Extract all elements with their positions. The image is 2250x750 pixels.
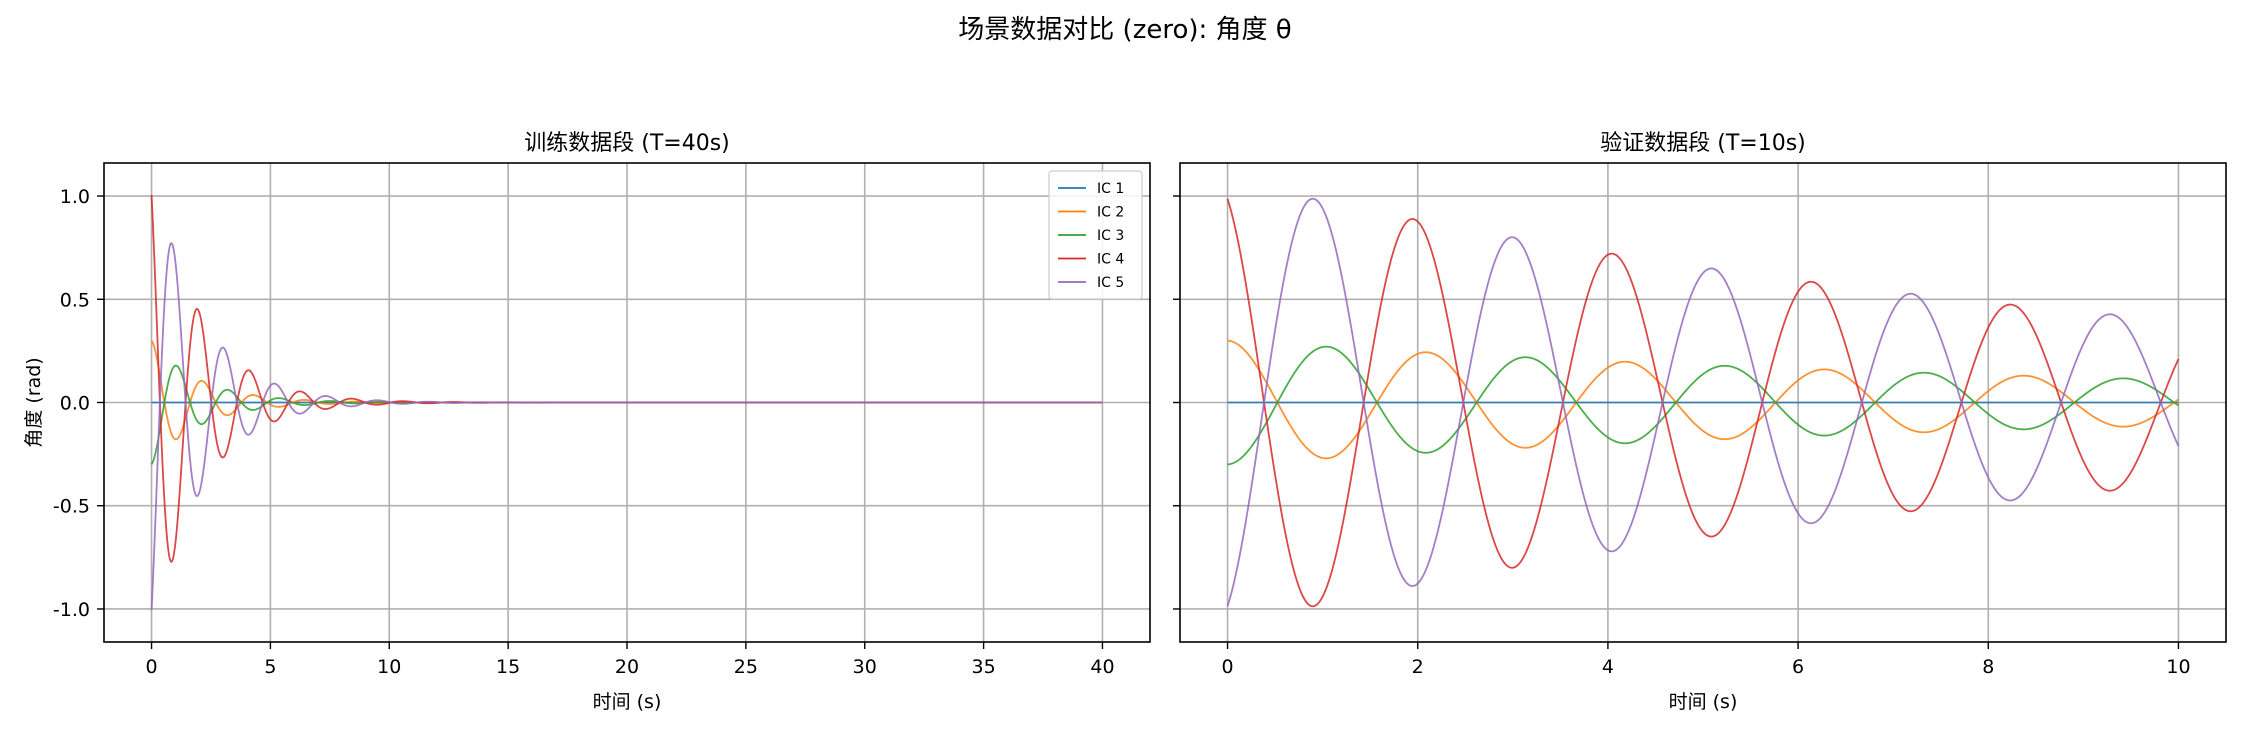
series-group [150, 194, 1103, 611]
legend-label: IC 1 [1097, 181, 1124, 197]
x-tick-label: 6 [1792, 656, 1804, 678]
validation-panel: 0 2 4 6 8 10 验证数据段 (T=10s) 时间 (s) [1173, 131, 2227, 713]
x-tick-label: 35 [971, 656, 995, 678]
x-tick-label: 10 [2166, 656, 2190, 678]
y-axis-label: 角度 (rad) [23, 357, 45, 447]
x-axis-label: 时间 (s) [1669, 691, 1738, 713]
y-tick-label: -1.0 [53, 599, 90, 621]
x-tick-label: 0 [1221, 656, 1233, 678]
series-line-ic5 [1226, 197, 2180, 607]
x-tick-label: 10 [377, 656, 401, 678]
series-line-ic4 [1226, 198, 2180, 608]
series-line-ic3 [1227, 345, 2179, 466]
axes-title: 验证数据段 (T=10s) [1600, 131, 1806, 156]
x-tick-label: 5 [264, 656, 276, 678]
figure-suptitle: 场景数据对比 (zero): 角度 θ [958, 15, 1291, 45]
y-tick-label: 0.0 [60, 393, 90, 415]
series-line-ic5 [150, 242, 1103, 611]
x-tick-label: 15 [496, 656, 520, 678]
legend-label: IC 3 [1097, 228, 1124, 244]
x-tick-label: 30 [853, 656, 877, 678]
x-tick-label: 20 [615, 656, 639, 678]
x-tick-label: 8 [1982, 656, 1994, 678]
y-tick-label: 0.5 [60, 289, 90, 311]
legend: IC 1 IC 2 IC 3 IC 4 IC 5 [1048, 170, 1143, 300]
legend-label: IC 2 [1097, 205, 1124, 221]
legend-label: IC 5 [1097, 275, 1124, 291]
y-tick-label: -0.5 [53, 496, 90, 518]
axes-title: 训练数据段 (T=40s) [524, 131, 730, 156]
legend-frame [1048, 170, 1143, 300]
series-group [1226, 197, 2180, 608]
x-tick-label: 25 [734, 656, 758, 678]
x-tick-label: 40 [1090, 656, 1114, 678]
series-line-ic2 [1227, 339, 2179, 460]
x-tick-label: 2 [1412, 656, 1424, 678]
x-axis-label: 时间 (s) [593, 691, 662, 713]
legend-label: IC 4 [1097, 252, 1124, 268]
x-tick-label: 0 [145, 656, 157, 678]
train-panel: 0 5 10 15 20 25 30 35 40 -1.0 -0.5 0.0 0.5 1.0 训练数据段 (… [23, 131, 1151, 713]
x-tick-label: 4 [1602, 656, 1614, 678]
y-tick-label: 1.0 [60, 186, 90, 208]
